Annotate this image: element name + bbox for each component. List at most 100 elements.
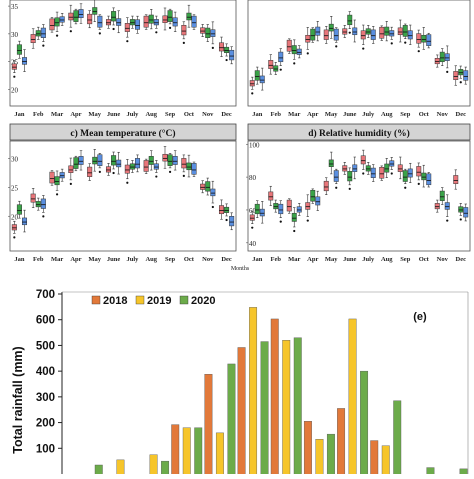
box-2020 (296, 206, 302, 213)
outlier-point (13, 75, 16, 78)
box-2020 (352, 27, 358, 36)
xtick-label-c: Dec (221, 256, 232, 263)
box-2020 (333, 170, 339, 182)
ytick-label-e: 200 (36, 418, 55, 430)
box-2020 (97, 154, 103, 166)
bar-2020-Aug (326, 433, 335, 477)
bar-2018-Oct (370, 440, 379, 477)
box-2020 (426, 173, 432, 186)
outlier-point (211, 205, 214, 209)
bar-2020-May (227, 363, 236, 477)
box-2019 (16, 204, 22, 215)
xtick-label-c: May (88, 256, 101, 263)
outlier-point (251, 92, 254, 95)
panel-title-c: c) Mean temperature (°C) (70, 128, 175, 139)
box-2018 (434, 58, 440, 65)
box-2020 (389, 160, 395, 167)
xtick-label-a: Jan (14, 111, 25, 118)
outlier-point (42, 44, 45, 47)
outlier-point (459, 218, 462, 221)
box-2020 (426, 34, 432, 46)
box-2018 (11, 63, 17, 70)
box-2020 (59, 16, 65, 23)
box-2020 (389, 30, 395, 37)
box-2018 (143, 15, 149, 28)
box-2020 (210, 29, 216, 37)
box-2019 (111, 155, 117, 166)
outlier-point (390, 42, 393, 45)
panel-frame-a (9, 0, 237, 107)
outlier-point (211, 46, 214, 49)
bar-2020-Apr (194, 427, 203, 477)
box-2018 (249, 214, 255, 221)
box-2020 (134, 158, 141, 169)
outlier-point (335, 186, 338, 189)
ytick-label-a: 25 (11, 59, 19, 67)
panel-header-c (9, 123, 237, 141)
ytick-label-a: 30 (11, 31, 19, 39)
box-2019 (54, 176, 60, 186)
outlier-point (225, 218, 228, 222)
ytick-label-d: 40 (249, 240, 257, 248)
box-2018 (342, 165, 348, 172)
box-2019 (205, 27, 211, 38)
panel-frame-c (9, 140, 237, 252)
bar-2020-Oct (393, 400, 402, 477)
box-2020 (134, 19, 141, 30)
bar-2019-June (249, 307, 258, 477)
panel-header-d (247, 123, 471, 141)
box-2020 (116, 18, 122, 26)
box-2018 (30, 34, 36, 43)
box-2018 (49, 171, 55, 184)
xtick-label-d: Sep (400, 256, 411, 263)
outlier-point (112, 27, 115, 31)
xtick-label-b: June (343, 111, 356, 118)
xtick-label-d: May (325, 256, 338, 263)
box-2018 (397, 164, 403, 172)
ytick-label-a: 20 (11, 86, 19, 94)
bar-2019-July (282, 340, 291, 477)
box-2020 (278, 203, 284, 215)
box-2018 (360, 30, 366, 40)
box-2020 (78, 156, 84, 165)
xtick-label-a: Feb (33, 111, 44, 118)
box-2019 (458, 69, 464, 76)
box-2018 (49, 18, 55, 31)
ytick-label-d: 100 (249, 141, 260, 149)
box-2019 (148, 14, 154, 24)
box-2018 (68, 165, 74, 173)
bar-2020-Jan (94, 464, 103, 477)
box-2019 (167, 154, 173, 166)
outlier-point (126, 40, 129, 43)
box-2020 (463, 207, 469, 218)
box-2020 (352, 164, 358, 172)
panel-c: c) Mean temperature (°C) 20 25 30 Jan Feb Mar A… (8, 123, 250, 272)
bar-2020-Mar (161, 460, 170, 477)
box-2019 (167, 10, 173, 22)
box-2018 (105, 166, 112, 173)
outlier-point (335, 45, 338, 48)
xtick-label-b: Feb (271, 111, 282, 118)
bar-2018-Sep (337, 408, 346, 477)
box-2018 (218, 205, 225, 215)
bar-2019-Aug (315, 439, 324, 477)
box-2018 (249, 80, 255, 87)
box-2020 (59, 172, 65, 179)
box-2019 (35, 201, 41, 208)
xtick-label-b: Aug (381, 111, 393, 118)
box-2019 (310, 189, 316, 202)
ytick-label-c: 30 (11, 155, 19, 163)
xtick-label-c: Aug (145, 256, 157, 263)
bar-2019-Oct (381, 445, 390, 477)
xtick-label-c: Jan (14, 256, 25, 263)
box-2018 (416, 33, 422, 44)
ytick-label-e: 500 (36, 340, 55, 352)
box-2020 (444, 202, 450, 210)
outlier-point (306, 219, 309, 222)
xtick-label-b: Oct (419, 111, 430, 118)
outlier-point (404, 41, 407, 44)
box-2019 (384, 163, 390, 173)
box-2020 (315, 26, 321, 36)
outlier-point (279, 68, 282, 71)
bar-2020-July (293, 337, 302, 477)
